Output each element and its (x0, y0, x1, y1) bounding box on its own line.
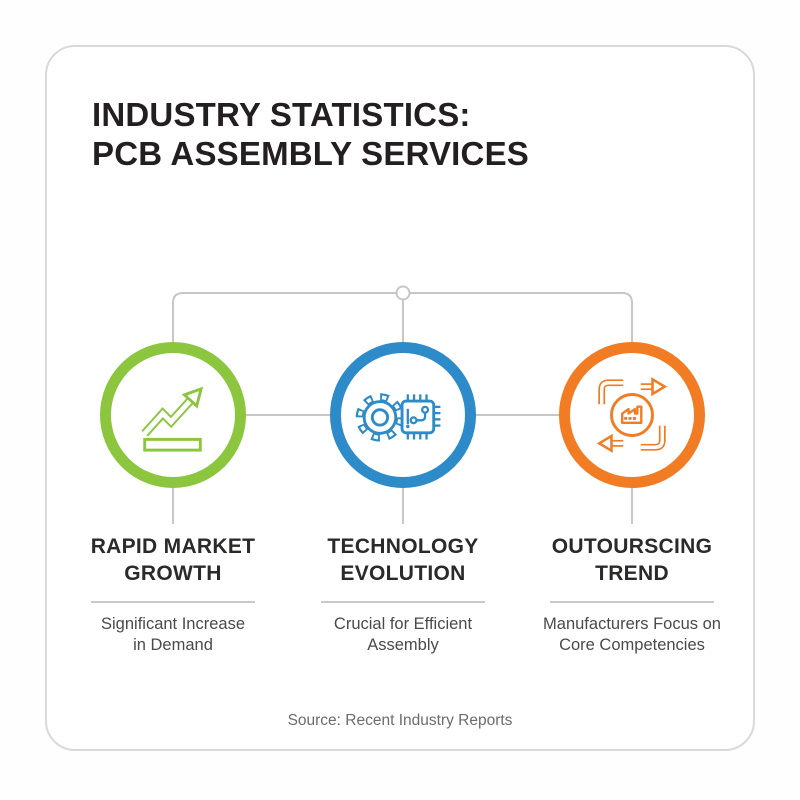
source-caption: Source: Recent Industry Reports (287, 712, 513, 729)
card-desc-line1: Crucial for Efficient (333, 614, 473, 633)
card-title-line1: RAPID MARKET (90, 535, 256, 558)
card-title: RAPID MARKET GROWTH (53, 533, 293, 588)
card-title-line2: EVOLUTION (340, 562, 466, 586)
card-description: Crucial for Efficient Assembly (283, 614, 523, 658)
page-title: INDUSTRY STATISTICS: PCB ASSEMBLY SERVIC… (92, 96, 529, 173)
outsourcing-cycle-arrows-icon (596, 377, 668, 453)
gear-microchip-icon (355, 392, 441, 442)
card-desc-line2: Assembly (367, 636, 439, 655)
divider (550, 600, 714, 603)
divider (321, 600, 485, 603)
page-title-line1: INDUSTRY STATISTICS: (92, 96, 471, 133)
card-title: OUTOURSCING TREND (512, 533, 752, 588)
growth-chart-icon (141, 386, 204, 452)
card-description: Manufacturers Focus on Core Competencies (512, 614, 752, 658)
card-title: TECHNOLOGY EVOLUTION (283, 533, 523, 588)
card-desc-line1: Significant Increase (101, 614, 245, 633)
card-desc-line2: Core Competencies (559, 636, 705, 655)
card-rapid-market-growth: RAPID MARKET GROWTH Significant Increase… (53, 533, 293, 657)
circle-rapid-market-growth (100, 342, 246, 488)
page-title-line2: PCB ASSEMBLY SERVICES (92, 134, 530, 172)
card-title-line2: TREND (595, 562, 669, 586)
card-desc-line2: in Demand (133, 636, 213, 655)
card-title-line2: GROWTH (124, 562, 222, 586)
card-technology-evolution: TECHNOLOGY EVOLUTION Crucial for Efficie… (283, 533, 523, 657)
circle-outsourcing-trend (559, 342, 705, 488)
circle-technology-evolution (330, 342, 476, 488)
card-outsourcing-trend: OUTOURSCING TREND Manufacturers Focus on… (512, 533, 752, 657)
card-title-line1: OUTOURSCING (551, 535, 713, 558)
divider (91, 600, 255, 603)
card-title-line1: TECHNOLOGY (327, 535, 479, 558)
card-desc-line1: Manufacturers Focus on (543, 614, 721, 633)
card-description: Significant Increase in Demand (53, 614, 293, 658)
